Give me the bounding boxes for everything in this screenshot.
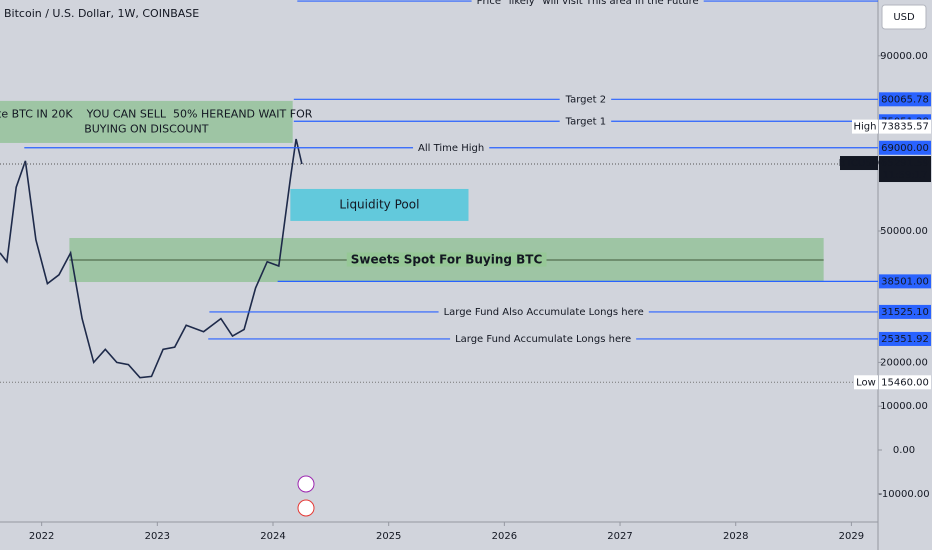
high-tag-bg <box>852 119 878 134</box>
plot: ulate BTC IN 20K YOU CAN SELL 50% HEREAN… <box>0 0 878 383</box>
zone <box>290 188 469 221</box>
label-bg <box>559 94 612 106</box>
event-icon[interactable] <box>297 499 315 517</box>
level-price-bg <box>879 140 931 155</box>
y-tick-label: 50000.00 <box>880 226 928 237</box>
x-tick-label: 2025 <box>376 531 401 542</box>
level-label: All Time High <box>418 143 484 154</box>
symbol-tag: BTCUSD <box>839 158 880 169</box>
level-price: 25351.92 <box>881 334 929 345</box>
level-label: Price "likely" will visit This area in t… <box>477 0 699 7</box>
level-price: 38501.00 <box>881 276 929 287</box>
symbol-tag-bg <box>840 156 878 171</box>
high-price-bg <box>879 119 931 134</box>
countdown: 11:59:17 <box>883 170 928 181</box>
zone <box>0 100 293 143</box>
x-tick-label: 2026 <box>492 531 517 542</box>
x-tick-label: 2027 <box>607 531 632 542</box>
level-price-bg <box>879 274 931 289</box>
label-bg <box>450 333 637 345</box>
low-tag: Low <box>856 377 876 388</box>
label-bg <box>471 0 704 8</box>
event-icon[interactable] <box>297 475 315 493</box>
high-price: 73835.57 <box>881 122 929 133</box>
last-price-bg <box>879 156 931 183</box>
currency-button[interactable] <box>881 4 927 30</box>
zone-label: ulate BTC IN 20K YOU CAN SELL 50% HEREAN… <box>0 107 313 120</box>
zone-label: Liquidity Pool <box>339 197 419 211</box>
y-tick-label: 90000.00 <box>880 51 928 62</box>
level-price: 31525.10 <box>881 307 929 318</box>
currency[interactable]: USD <box>893 12 915 23</box>
x-tick-label: 2022 <box>29 531 54 542</box>
zone-label: Sweets Spot For Buying BTC <box>351 253 543 267</box>
level-price: 80065.78 <box>881 94 929 105</box>
level-price-bg <box>879 331 931 346</box>
level-label: Large Fund Also Accumulate Longs here <box>444 307 644 318</box>
price-line <box>0 138 303 379</box>
x-tick-label: 2029 <box>839 531 864 542</box>
level-label: Target 2 <box>565 94 606 105</box>
x-tick-label: 2024 <box>260 531 285 542</box>
low-price-bg <box>879 375 931 390</box>
level-price-bg <box>879 304 931 319</box>
y-tick-label: 10000.00 <box>880 401 928 412</box>
last-price: 65291.59 <box>881 158 929 169</box>
x-tick-label: 2023 <box>145 531 170 542</box>
low-tag-bg <box>854 375 878 390</box>
y-tick-label: 0.00 <box>893 445 915 456</box>
x-tick-label: 2028 <box>723 531 748 542</box>
label-bg <box>346 252 547 267</box>
zone-label: BUYING ON DISCOUNT <box>84 122 209 135</box>
high-tag: High <box>854 122 877 133</box>
chart-title: Bitcoin / U.S. Dollar, 1W, COINBASE <box>4 7 199 20</box>
level-label: Large Fund Accumulate Longs here <box>455 334 631 345</box>
label-bg <box>413 142 490 154</box>
y-tick-label: 20000.00 <box>880 357 928 368</box>
y-tick-label: -10000.00 <box>878 489 929 500</box>
level-price-bg <box>879 92 931 107</box>
level-label: Target 1 <box>565 116 606 127</box>
level-price: 69000.00 <box>881 143 929 154</box>
label-bg <box>438 306 649 318</box>
low-price: 15460.00 <box>881 377 929 388</box>
label-bg <box>559 116 612 128</box>
